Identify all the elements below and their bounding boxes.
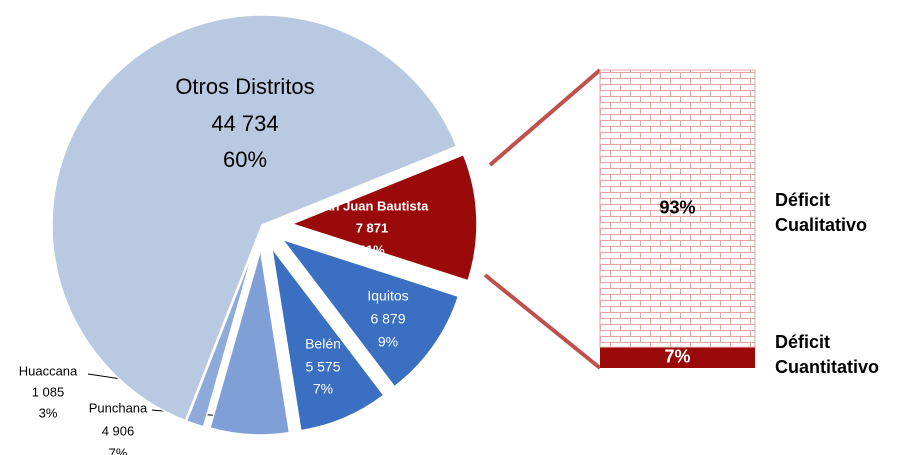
- pie-slice: [51, 14, 458, 422]
- bar-category-label: Déficit Cuantitativo: [775, 332, 880, 377]
- bar-value-label: 7%: [664, 346, 690, 366]
- slice-label: 1 085: [32, 384, 65, 399]
- slice-label: 7 871: [356, 220, 389, 235]
- slice-label: Otros Distritos: [175, 74, 314, 99]
- slice-label: 6 879: [370, 311, 405, 327]
- bar-category-label: Déficit Cualitativo: [775, 190, 868, 235]
- pie-slice: [289, 153, 478, 282]
- slice-label: 9%: [378, 334, 398, 350]
- slice-label: 11%: [359, 242, 385, 257]
- slice-label: 4 906: [102, 423, 135, 438]
- slice-label: Iquitos: [367, 288, 408, 304]
- bar-segment: [599, 69, 756, 348]
- slice-label: San Juan Bautista: [316, 198, 429, 213]
- slice-label: 7%: [313, 381, 333, 397]
- connector: [483, 273, 602, 370]
- slice-label: 60%: [223, 147, 267, 172]
- pie-slice: [185, 248, 255, 428]
- slice-label: 7%: [109, 445, 128, 455]
- connector: [488, 68, 602, 167]
- pie-slice: [280, 238, 460, 388]
- slice-label: Punchana: [89, 400, 148, 415]
- pie-slice: [209, 249, 291, 436]
- slice-label: Belén: [305, 336, 341, 352]
- slice-label: 5 575: [305, 359, 340, 375]
- slice-label: 44 734: [211, 111, 278, 136]
- slice-label: 3%: [39, 405, 58, 420]
- pie-slice: [271, 247, 385, 432]
- bar-segment: [600, 347, 755, 368]
- slice-label: Huaccana: [19, 363, 78, 378]
- bar-value-label: 93%: [659, 197, 695, 217]
